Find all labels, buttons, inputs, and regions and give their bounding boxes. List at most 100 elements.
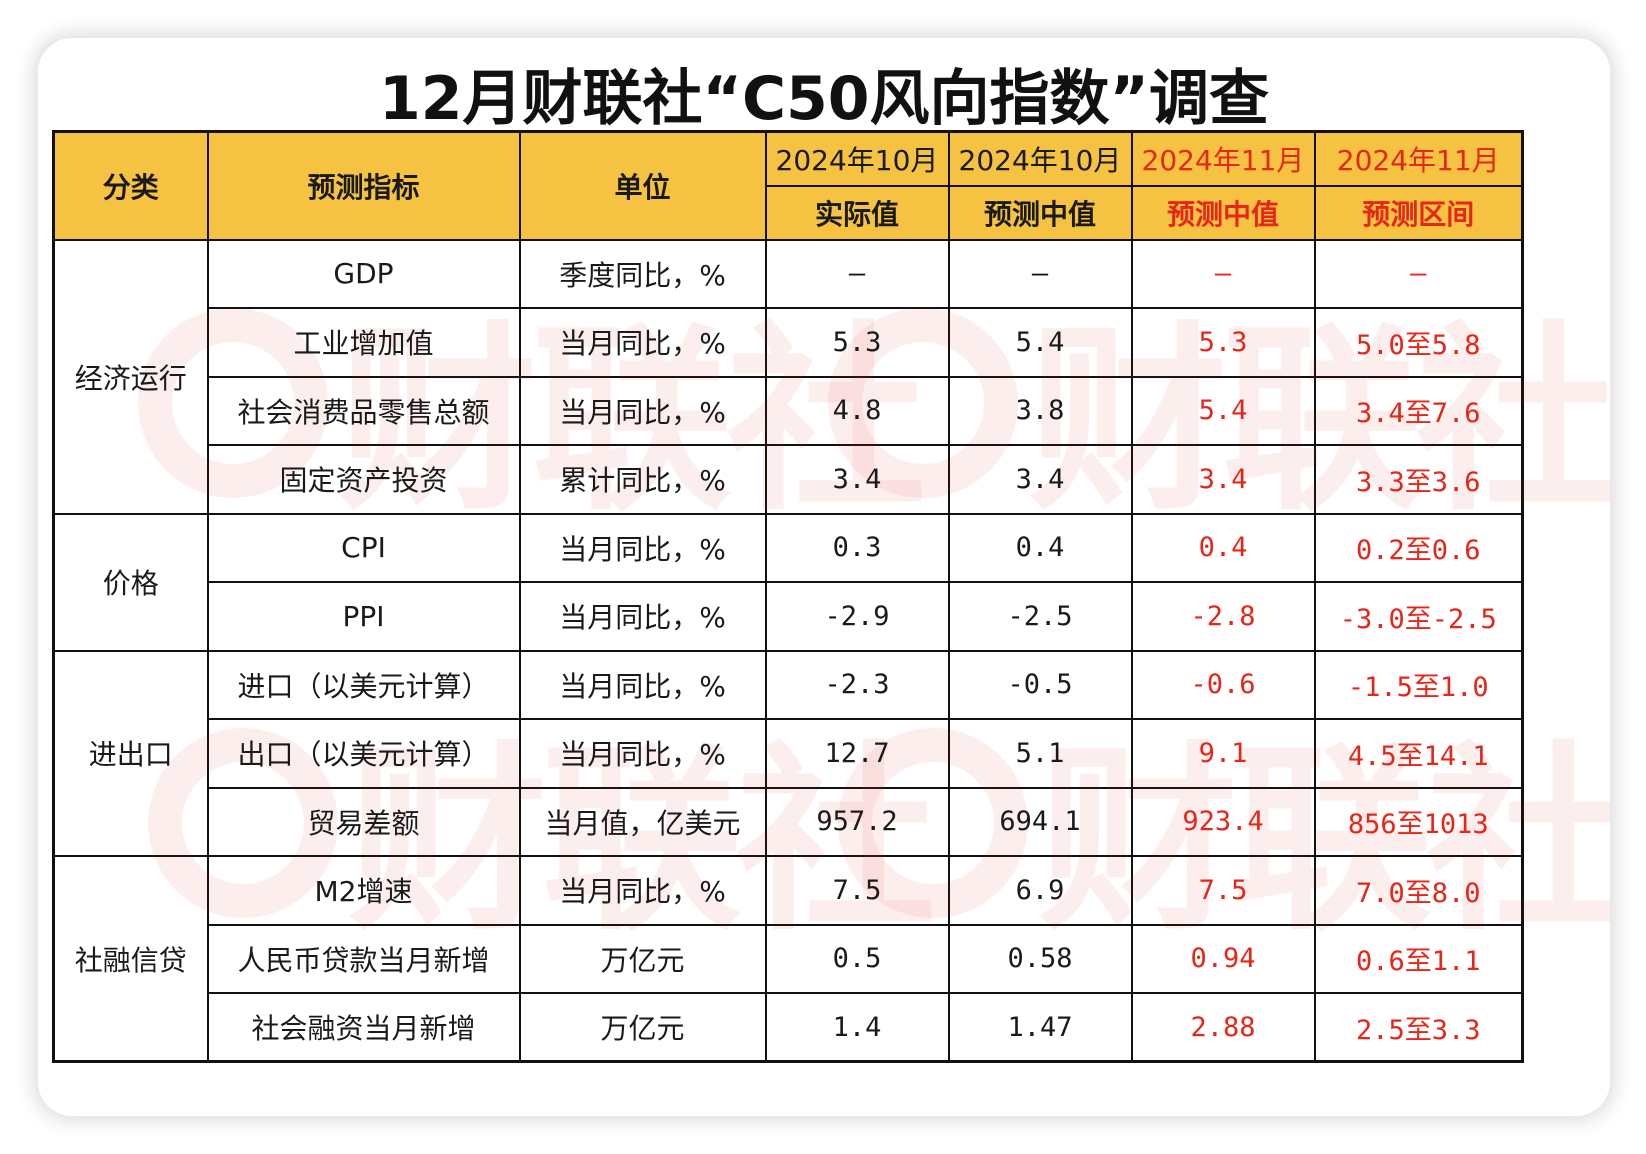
- forecast-range-cell: 856至1013: [1313, 786, 1524, 857]
- unit-cell: 当月同比，%: [518, 581, 767, 652]
- value-cell: 694.1: [947, 786, 1133, 857]
- value-cell: —: [764, 238, 950, 309]
- value-cell: 5.3: [1130, 307, 1316, 378]
- value-cell: 923.4: [1130, 786, 1316, 857]
- category-cell: 经济运行: [52, 238, 209, 515]
- value-cell: -2.3: [764, 649, 950, 720]
- forecast-range-cell: 0.2至0.6: [1313, 512, 1524, 583]
- header-period: 2024年10月: [764, 130, 950, 187]
- forecast-range-cell: —: [1313, 238, 1524, 309]
- value-cell: 0.3: [764, 512, 950, 583]
- header-column-label: 预测中值: [1130, 184, 1316, 241]
- page-title: 12月财联社“C50风向指数”调查: [379, 64, 1269, 134]
- indicator-cell: 出口（以美元计算）: [206, 718, 521, 789]
- forecast-range-cell: 3.4至7.6: [1313, 375, 1524, 446]
- header-period: 2024年11月: [1313, 130, 1524, 187]
- forecast-range-cell: 5.0至5.8: [1313, 307, 1524, 378]
- indicator-cell: CPI: [206, 512, 521, 583]
- table-row: 固定资产投资 累计同比，% 3.4 3.4 3.4 3.3至3.6: [54, 444, 1524, 515]
- table-row: 社融信贷 M2增速 当月同比，% 7.5 6.9 7.5 7.0至8.0: [52, 855, 1524, 1063]
- indicator-cell: 工业增加值: [206, 307, 521, 378]
- table-row: 社会融资当月新增 万亿元 1.4 1.47 2.88 2.5至3.3: [54, 992, 1524, 1063]
- header-indicator: 预测指标: [206, 130, 521, 241]
- unit-cell: 当月同比，%: [518, 375, 767, 446]
- indicator-cell: 进口（以美元计算）: [206, 649, 521, 720]
- forecast-range-cell: -1.5至1.0: [1313, 649, 1524, 720]
- unit-cell: 当月同比，%: [518, 855, 767, 926]
- table-row: PPI 当月同比，% -2.9 -2.5 -2.8 -3.0至-2.5: [54, 581, 1524, 652]
- indicator-cell: M2增速: [206, 855, 521, 926]
- header-period: 2024年11月: [1130, 130, 1316, 187]
- forecast-range-cell: 4.5至14.1: [1313, 718, 1524, 789]
- value-cell: -0.5: [947, 649, 1133, 720]
- indicator-cell: 人民币贷款当月新增: [206, 923, 521, 994]
- table-row: 经济运行 GDP 季度同比，% — — — —: [52, 238, 1524, 515]
- indicator-cell: 固定资产投资: [206, 444, 521, 515]
- unit-cell: 累计同比，%: [518, 444, 767, 515]
- indicator-cell: 社会融资当月新增: [206, 992, 521, 1063]
- value-cell: 0.58: [947, 923, 1133, 994]
- survey-table: 分类 预测指标 单位 2024年10月 2024年10月 2024年11月 20…: [52, 130, 1524, 1063]
- value-cell: —: [947, 238, 1133, 309]
- value-cell: 0.4: [1130, 512, 1316, 583]
- unit-cell: 万亿元: [518, 923, 767, 994]
- unit-cell: 当月同比，%: [518, 718, 767, 789]
- header-column-label: 预测中值: [947, 184, 1133, 241]
- value-cell: 0.4: [947, 512, 1133, 583]
- category-cell: 社融信贷: [52, 855, 209, 1063]
- survey-card: 12月财联社“C50风向指数”调查 财联社 财联社 财联社 财联社 分类 预测指…: [38, 38, 1610, 1116]
- forecast-range-cell: 7.0至8.0: [1313, 855, 1524, 926]
- value-cell: 3.4: [947, 444, 1133, 515]
- unit-cell: 万亿元: [518, 992, 767, 1063]
- header-period: 2024年10月: [947, 130, 1133, 187]
- value-cell: 5.4: [947, 307, 1133, 378]
- indicator-cell: 贸易差额: [206, 786, 521, 857]
- header-column-label: 预测区间: [1313, 184, 1524, 241]
- value-cell: 5.3: [764, 307, 950, 378]
- table-row: 工业增加值 当月同比，% 5.3 5.4 5.3 5.0至5.8: [54, 307, 1524, 378]
- value-cell: 957.2: [764, 786, 950, 857]
- indicator-cell: GDP: [206, 238, 521, 309]
- forecast-range-cell: 2.5至3.3: [1313, 992, 1524, 1063]
- table-row: 社会消费品零售总额 当月同比，% 4.8 3.8 5.4 3.4至7.6: [54, 375, 1524, 446]
- header-unit: 单位: [518, 130, 767, 241]
- value-cell: -2.9: [764, 581, 950, 652]
- value-cell: 0.94: [1130, 923, 1316, 994]
- header-category: 分类: [52, 130, 209, 241]
- value-cell: -2.5: [947, 581, 1133, 652]
- indicator-cell: 社会消费品零售总额: [206, 375, 521, 446]
- value-cell: -0.6: [1130, 649, 1316, 720]
- unit-cell: 当月同比，%: [518, 649, 767, 720]
- value-cell: 9.1: [1130, 718, 1316, 789]
- value-cell: 7.5: [764, 855, 950, 926]
- table-row: 进出口 进口（以美元计算） 当月同比，% -2.3 -0.5 -0.6 -1.5至1.0: [52, 649, 1524, 857]
- value-cell: 7.5: [1130, 855, 1316, 926]
- value-cell: 5.1: [947, 718, 1133, 789]
- value-cell: 3.4: [1130, 444, 1316, 515]
- value-cell: 3.4: [764, 444, 950, 515]
- category-cell: 进出口: [52, 649, 209, 857]
- value-cell: 3.8: [947, 375, 1133, 446]
- indicator-cell: PPI: [206, 581, 521, 652]
- forecast-range-cell: -3.0至-2.5: [1313, 581, 1524, 652]
- forecast-range-cell: 3.3至3.6: [1313, 444, 1524, 515]
- forecast-range-cell: 0.6至1.1: [1313, 923, 1524, 994]
- unit-cell: 当月同比，%: [518, 512, 767, 583]
- value-cell: 12.7: [764, 718, 950, 789]
- unit-cell: 当月值，亿美元: [518, 786, 767, 857]
- value-cell: —: [1130, 238, 1316, 309]
- table-row: 贸易差额 当月值，亿美元 957.2 694.1 923.4 856至1013: [54, 786, 1524, 857]
- value-cell: 4.8: [764, 375, 950, 446]
- value-cell: 5.4: [1130, 375, 1316, 446]
- table-row: 价格 CPI 当月同比，% 0.3 0.4 0.4 0.2至0.6: [52, 512, 1524, 652]
- unit-cell: 当月同比，%: [518, 307, 767, 378]
- value-cell: -2.8: [1130, 581, 1316, 652]
- value-cell: 1.4: [764, 992, 950, 1063]
- value-cell: 0.5: [764, 923, 950, 994]
- value-cell: 1.47: [947, 992, 1133, 1063]
- unit-cell: 季度同比，%: [518, 238, 767, 309]
- header-column-label: 实际值: [764, 184, 950, 241]
- value-cell: 6.9: [947, 855, 1133, 926]
- category-cell: 价格: [52, 512, 209, 652]
- table-row: 人民币贷款当月新增 万亿元 0.5 0.58 0.94 0.6至1.1: [54, 923, 1524, 994]
